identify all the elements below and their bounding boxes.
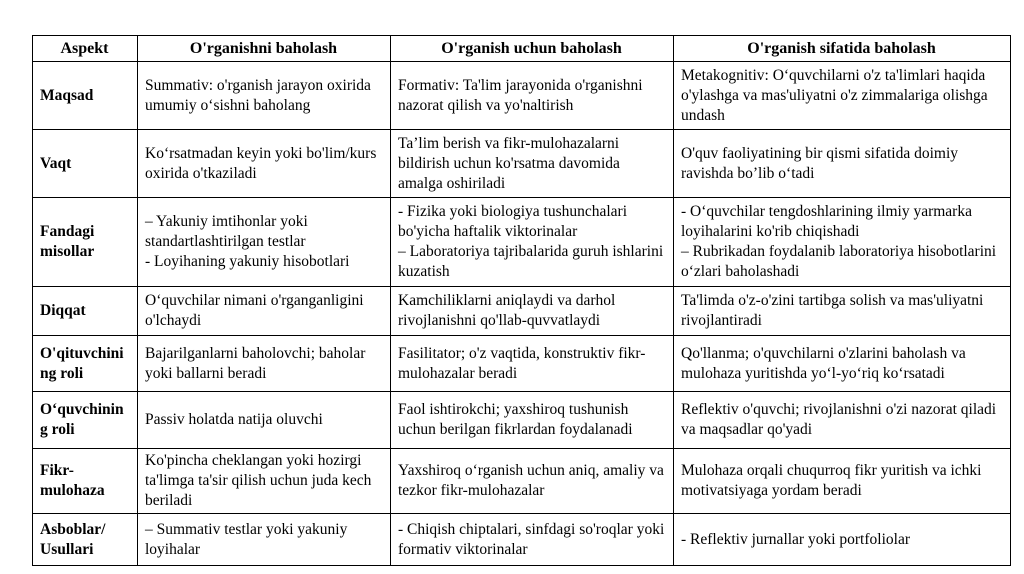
- table-row-oqituvchining-roli: O'qituvchining roli Bajarilganlarni baho…: [32, 335, 1011, 392]
- table-row-maqsad: Maqsad Summativ: o'rganish jarayon oxiri…: [32, 61, 1011, 130]
- table-row-oquvchining-roli: O‘quvchining roli Passiv holatda natija …: [32, 391, 1011, 449]
- cell-maqsad-for: Formativ: Ta'lim jarayonida o'rganishni …: [390, 61, 674, 130]
- cell-diqqat-for: Kamchiliklarni aniqlaydi va darhol rivoj…: [390, 286, 674, 336]
- assessment-comparison-table: Aspekt O'rganishni baholash O'rganish uc…: [32, 35, 1011, 566]
- cell-oquvchi-for: Faol ishtirokchi; yaxshiroq tushunish uc…: [390, 391, 674, 449]
- row-header-oquvchining-roli: O‘quvchining roli: [32, 391, 138, 449]
- cell-vaqt-of: Ko‘rsatmadan keyin yoki bo'lim/kurs oxir…: [137, 129, 391, 198]
- cell-asboblar-as: - Reflektiv jurnallar yoki portfoliolar: [673, 513, 1011, 566]
- cell-oqituvchi-of: Bajarilganlarni baholovchi; baholar yoki…: [137, 335, 391, 392]
- row-header-maqsad: Maqsad: [32, 61, 138, 130]
- header-row: Aspekt O'rganishni baholash O'rganish uc…: [32, 35, 1011, 62]
- row-header-vaqt: Vaqt: [32, 129, 138, 198]
- table-row-fikr-mulohaza: Fikr-mulohaza Ko'pincha cheklangan yoki …: [32, 448, 1011, 514]
- cell-fikr-as: Mulohaza orqali chuqurroq fikr yuritish …: [673, 448, 1011, 514]
- column-header-assessment-of-learning: O'rganishni baholash: [137, 35, 391, 62]
- cell-oqituvchi-for: Fasilitator; o'z vaqtida, konstruktiv fi…: [390, 335, 674, 392]
- cell-oquvchi-of: Passiv holatda natija oluvchi: [137, 391, 391, 449]
- cell-fandagi-as: - O‘quvchilar tengdoshlarining ilmiy yar…: [673, 197, 1011, 287]
- cell-maqsad-of: Summativ: o'rganish jarayon oxirida umum…: [137, 61, 391, 130]
- cell-fandagi-of: – Yakuniy imtihonlar yoki standartlashti…: [137, 197, 391, 287]
- cell-asboblar-of: – Summativ testlar yoki yakuniy loyihala…: [137, 513, 391, 566]
- row-header-fandagi-misollar: Fandagi misollar: [32, 197, 138, 287]
- table-row-asboblar-usullari: Asboblar/ Usullari – Summativ testlar yo…: [32, 513, 1011, 566]
- table-row-fandagi-misollar: Fandagi misollar – Yakuniy imtihonlar yo…: [32, 197, 1011, 287]
- cell-fikr-of: Ko'pincha cheklangan yoki hozirgi ta'lim…: [137, 448, 391, 514]
- table-row-diqqat: Diqqat O‘quvchilar nimani o'rganganligin…: [32, 286, 1011, 336]
- row-header-diqqat: Diqqat: [32, 286, 138, 336]
- cell-oquvchi-as: Reflektiv o'quvchi; rivojlanishni o'zi n…: [673, 391, 1011, 449]
- column-header-assessment-for-learning: O'rganish uchun baholash: [390, 35, 674, 62]
- cell-asboblar-for: - Chiqish chiptalari, sinfdagi so'roqlar…: [390, 513, 674, 566]
- cell-vaqt-as: O'quv faoliyatining bir qismi sifatida d…: [673, 129, 1011, 198]
- assessment-table-container: Aspekt O'rganishni baholash O'rganish uc…: [32, 35, 1011, 566]
- cell-vaqt-for: Ta’lim berish va fikr-mulohazalarni bild…: [390, 129, 674, 198]
- cell-diqqat-of: O‘quvchilar nimani o'rganganligini o'lch…: [137, 286, 391, 336]
- cell-fandagi-for: - Fizika yoki biologiya tushunchalari bo…: [390, 197, 674, 287]
- row-header-asboblar-usullari: Asboblar/ Usullari: [32, 513, 138, 566]
- column-header-aspekt: Aspekt: [32, 35, 138, 62]
- table-row-vaqt: Vaqt Ko‘rsatmadan keyin yoki bo'lim/kurs…: [32, 129, 1011, 198]
- cell-maqsad-as: Metakognitiv: O‘quvchilarni o'z ta'limla…: [673, 61, 1011, 130]
- row-header-fikr-mulohaza: Fikr-mulohaza: [32, 448, 138, 514]
- row-header-oqituvchining-roli: O'qituvchining roli: [32, 335, 138, 392]
- column-header-assessment-as-learning: O'rganish sifatida baholash: [673, 35, 1011, 62]
- cell-diqqat-as: Ta'limda o'z-o'zini tartibga solish va m…: [673, 286, 1011, 336]
- cell-fikr-for: Yaxshiroq o‘rganish uchun aniq, amaliy v…: [390, 448, 674, 514]
- cell-oqituvchi-as: Qo'llanma; o'quvchilarni o'zlarini bahol…: [673, 335, 1011, 392]
